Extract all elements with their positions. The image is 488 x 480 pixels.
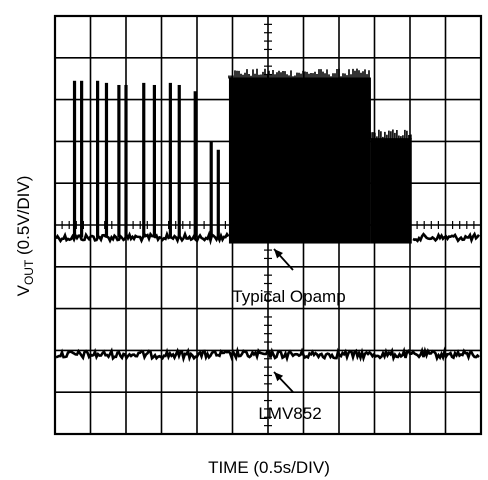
opamp-spike — [177, 84, 181, 238]
opamp-spike — [209, 141, 213, 238]
opamp-spike — [80, 80, 84, 238]
opamp-baseline-trace — [54, 230, 230, 246]
annotation-lmv852: LMV852 — [258, 404, 321, 423]
y-axis-label-subscript: OUT — [22, 259, 36, 285]
opamp-spike — [152, 84, 156, 238]
opamp-spike — [216, 149, 220, 238]
y-axis-label-main: V — [14, 284, 33, 296]
opamp-dense-burst — [228, 77, 371, 244]
opamp-spike — [104, 82, 109, 238]
y-axis-label-rest: (0.5V/DIV) — [14, 176, 33, 260]
opamp-spike — [124, 84, 128, 238]
opamp-dense-burst — [370, 138, 412, 244]
typical-opamp-arrow-head — [274, 249, 284, 259]
opamp-spike — [72, 80, 77, 238]
y-axis-label: VOUT (0.5V/DIV) — [14, 176, 36, 297]
opamp-spike — [193, 91, 197, 238]
lmv852-trace — [55, 346, 480, 363]
opamp-spike — [168, 82, 172, 238]
annotations: Typical Opamp LMV852 — [232, 248, 346, 423]
opamp-dense-burst-edge — [228, 68, 370, 79]
opamp-dense-burst-edge — [370, 129, 412, 140]
opamp-spike — [96, 80, 100, 238]
x-axis-label: TIME (0.5s/DIV) — [208, 458, 330, 477]
lmv852-arrow-head — [274, 372, 284, 382]
annotation-typical-opamp: Typical Opamp — [232, 287, 345, 306]
opamp-spike — [117, 84, 121, 238]
plot-frame — [53, 14, 483, 436]
opamp-spike — [142, 82, 146, 238]
traces — [54, 68, 481, 363]
opamp-baseline-trace — [412, 231, 481, 245]
